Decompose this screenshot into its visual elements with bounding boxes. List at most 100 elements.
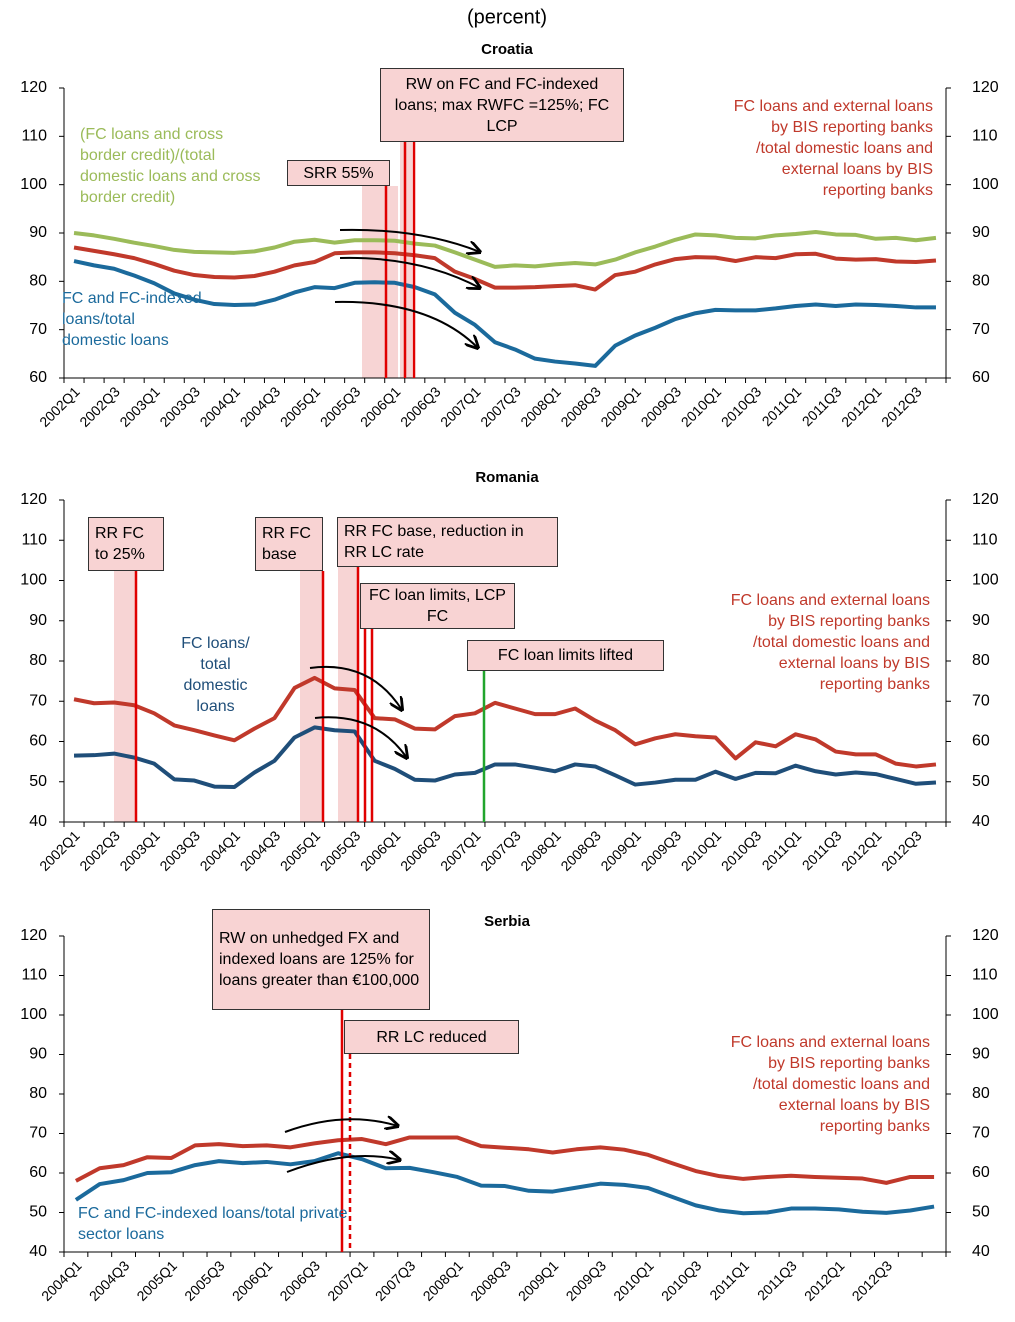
y2-tick-label: 70 [972,692,990,709]
y-tick-label: 80 [29,1085,47,1102]
y-tick-label: 100 [20,572,47,589]
y-tick-label: 110 [21,967,47,984]
x-tick-label: 2009Q1 [515,1257,562,1304]
y-tick-label: 50 [29,1204,47,1221]
x-tick-label: 2008Q1 [517,827,564,874]
x-tick-label: 2007Q3 [477,827,524,874]
x-tick-label: 2010Q1 [678,827,725,874]
y-tick-label: 110 [21,531,47,548]
y-tick-label: 70 [29,692,47,709]
x-tick-label: 2004Q1 [197,383,244,430]
x-tick-label: 2009Q1 [597,383,644,430]
x-tick-label: 2010Q3 [658,1257,705,1304]
x-tick-label: 2012Q1 [838,383,885,430]
series-line [74,1151,935,1216]
arrow [309,666,402,710]
x-tick-label: 2007Q3 [372,1257,419,1304]
x-tick-label: 2012Q3 [878,383,925,430]
x-tick-label: 2003Q1 [116,383,163,430]
x-tick-label: 2010Q3 [718,383,765,430]
y2-tick-label: 70 [972,321,990,338]
y2-tick-label: 40 [972,1243,990,1260]
x-tick-label: 2004Q3 [86,1257,133,1304]
x-tick-label: 2010Q1 [678,383,725,430]
annotation: RR FC to 25% [88,517,164,571]
x-tick-label: 2005Q1 [133,1257,180,1304]
x-tick-label: 2009Q1 [597,827,644,874]
chart-title: Serbia [484,913,531,930]
y2-tick-label: 100 [972,572,999,589]
x-tick-label: 2005Q3 [181,1257,228,1304]
x-tick-label: 2009Q3 [638,383,685,430]
y2-tick-label: 90 [972,612,990,629]
series-label: (FC loans and cross border credit)/(tota… [80,126,261,206]
arrow [314,716,407,758]
event-band [338,567,358,822]
y-tick-label: 100 [20,176,47,193]
series-line [73,725,937,789]
y2-tick-label: 60 [972,1164,990,1181]
y-tick-label: 50 [29,773,47,790]
y2-tick-label: 90 [972,224,990,241]
event-band [114,571,136,822]
x-tick-label: 2007Q3 [477,383,524,430]
annotation: RR FC base [255,517,323,571]
y2-tick-label: 40 [972,813,990,830]
annotation: FC loan limits, LCP FC [360,583,515,629]
series-line [73,245,937,292]
x-tick-label: 2009Q3 [563,1257,610,1304]
y-tick-label: 60 [29,733,47,750]
x-tick-label: 2002Q3 [76,827,123,874]
y-tick-label: 110 [21,128,47,145]
chart-title: Croatia [481,41,533,58]
x-tick-label: 2011Q3 [754,1257,800,1303]
y-tick-label: 90 [29,224,47,241]
x-tick-label: 2006Q3 [276,1257,323,1304]
x-tick-label: 2008Q3 [467,1257,514,1304]
x-tick-label: 2006Q1 [357,383,404,430]
y2-tick-label: 110 [972,531,998,548]
x-tick-label: 2008Q1 [420,1257,467,1304]
arrow [284,1119,398,1133]
series-label: FC loans and external loans by BIS repor… [730,1034,930,1135]
y2-tick-label: 90 [972,1046,990,1063]
x-tick-label: 2010Q3 [718,827,765,874]
y-tick-label: 120 [20,79,47,96]
arrow [286,1156,400,1173]
x-tick-label: 2003Q1 [116,827,163,874]
y2-tick-label: 60 [972,369,990,386]
y2-tick-label: 80 [972,273,990,290]
y2-tick-label: 120 [972,491,999,508]
annotation: SRR 55% [287,160,390,186]
x-tick-label: 2006Q3 [397,383,444,430]
x-tick-label: 2006Q1 [229,1257,276,1304]
y2-tick-label: 120 [972,927,999,944]
x-tick-label: 2006Q3 [397,827,444,874]
x-tick-label: 2004Q3 [237,827,284,874]
x-tick-label: 2011Q1 [759,827,805,873]
series-label: FC loans/ total domestic loans [181,635,250,715]
chart-title: Romania [475,469,539,486]
x-tick-label: 2012Q3 [878,827,925,874]
x-tick-label: 2011Q3 [799,383,845,429]
y-tick-label: 90 [29,612,47,629]
y-tick-label: 120 [20,927,47,944]
y-tick-label: 90 [29,1046,47,1063]
x-tick-label: 2007Q1 [437,827,484,874]
arrow [334,300,478,348]
x-tick-label: 2008Q3 [557,383,604,430]
y-tick-label: 120 [20,491,47,508]
y2-tick-label: 50 [972,1204,990,1221]
x-tick-label: 2011Q1 [759,383,805,429]
x-tick-label: 2003Q3 [156,827,203,874]
series-label: FC and FC-indexed loans/total domestic l… [62,290,202,349]
y2-tick-label: 80 [972,652,990,669]
series-label: FC loans and external loans by BIS repor… [730,592,930,693]
y2-tick-label: 120 [972,79,999,96]
x-tick-label: 2006Q1 [357,827,404,874]
x-tick-label: 2003Q3 [156,383,203,430]
x-tick-label: 2008Q1 [517,383,564,430]
y-tick-label: 40 [29,1243,47,1260]
